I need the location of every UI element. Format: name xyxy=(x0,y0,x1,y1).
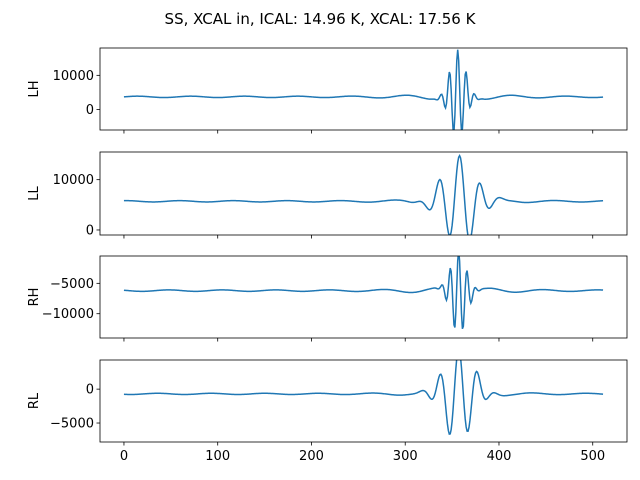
xtick-label: 400 xyxy=(487,449,512,464)
ylabel: LH xyxy=(27,80,42,97)
subplot-rl: −5000 0 0 100 200 300 400 500 RL xyxy=(27,359,628,464)
ytick-label: 0 xyxy=(86,383,94,398)
ytick-label: −5000 xyxy=(50,277,94,292)
xtick-label: 100 xyxy=(205,449,230,464)
axes-frame xyxy=(99,47,628,131)
series-line xyxy=(123,360,604,436)
ytick-label: −5000 xyxy=(50,417,94,432)
series-line xyxy=(123,256,604,330)
ytick-label: 10000 xyxy=(53,173,94,188)
subplot-rh: −10000 −5000 RH xyxy=(27,255,628,342)
ytick-label: 0 xyxy=(86,223,94,238)
ytick-label: 0 xyxy=(86,103,94,118)
axes-frame xyxy=(99,359,628,443)
ytick-label: −10000 xyxy=(42,307,94,322)
ytick-label: 10000 xyxy=(53,69,94,84)
series-line xyxy=(123,49,604,130)
subplot-ll: 0 10000 LL xyxy=(27,151,628,239)
subplot-lh: 0 10000 LH xyxy=(27,47,628,134)
xtick-label: 200 xyxy=(299,449,324,464)
axes-frame xyxy=(99,255,628,339)
xtick-label: 300 xyxy=(393,449,418,464)
xtick-label: 500 xyxy=(580,449,605,464)
ylabel: RL xyxy=(27,392,42,409)
ylabel: LL xyxy=(27,186,42,201)
series-line xyxy=(123,153,604,235)
ylabel: RH xyxy=(27,288,42,307)
axes-frame xyxy=(99,151,628,236)
xtick-label: 0 xyxy=(120,449,128,464)
chart-title: SS, XCAL in, ICAL: 14.96 K, XCAL: 17.56 … xyxy=(165,10,477,28)
